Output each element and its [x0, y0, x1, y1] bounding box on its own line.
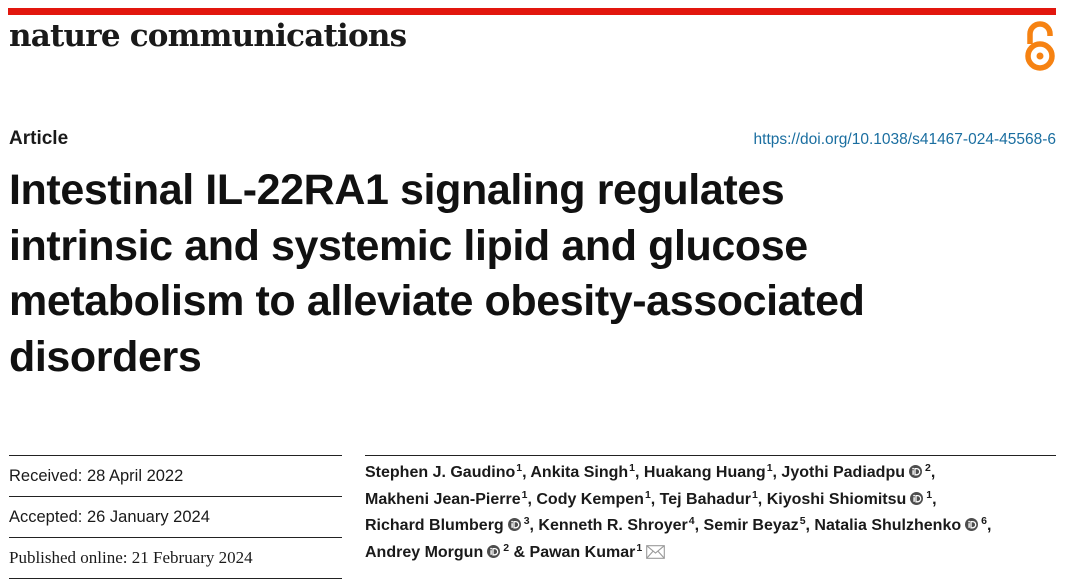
author-name[interactable]: Huakang Huang	[643, 464, 766, 481]
affiliation-number[interactable]: 6	[981, 515, 987, 527]
published-date: Published online: 21 February 2024	[9, 538, 342, 579]
author-name[interactable]: Ankita Singh	[530, 464, 629, 481]
authors-top-rule	[365, 455, 1056, 456]
author-separator: ,	[694, 517, 704, 534]
publication-dates: Received: 28 April 2022 Accepted: 26 Jan…	[9, 456, 342, 579]
author-name[interactable]: Pawan Kumar	[529, 543, 636, 561]
envelope-icon[interactable]	[646, 544, 666, 559]
dates-top-rule	[9, 455, 342, 456]
orcid-icon[interactable]	[487, 544, 501, 558]
author-separator: ,	[930, 464, 936, 481]
orcid-icon[interactable]	[910, 491, 924, 505]
affiliation-number[interactable]: 1	[516, 462, 523, 474]
title-line: Intestinal IL-22RA1 signaling regulates	[9, 166, 785, 214]
journal-name[interactable]: nature communications	[9, 18, 407, 54]
author-name[interactable]: Kiyoshi Shiomitsu	[766, 490, 907, 508]
affiliation-number[interactable]: 5	[799, 515, 806, 527]
author-name[interactable]: Cody Kempen	[536, 490, 644, 508]
affiliation-number[interactable]: 2	[503, 541, 510, 554]
author-separator: ,	[527, 490, 537, 508]
title-line: intrinsic and systemic lipid and glucose	[9, 221, 808, 270]
author-name[interactable]: Semir Beyaz	[703, 517, 799, 534]
affiliation-number[interactable]: 3	[523, 515, 530, 527]
author-name[interactable]: Kenneth R. Shroyer	[538, 517, 688, 534]
affiliation-number[interactable]: 1	[926, 488, 933, 501]
author-separator: ,	[650, 490, 660, 508]
orcid-icon[interactable]	[965, 518, 979, 531]
affiliation-number[interactable]: 1	[636, 541, 643, 554]
received-date: Received: 28 April 2022	[9, 456, 342, 497]
author-separator: ,	[522, 464, 531, 481]
author-separator: ,	[529, 517, 539, 534]
author-name[interactable]: Richard Blumberg	[365, 517, 504, 534]
affiliation-number[interactable]: 1	[629, 462, 635, 474]
author-name[interactable]: Makheni Jean-Pierre	[365, 490, 521, 508]
title-line: disorders	[9, 332, 202, 381]
affiliation-number[interactable]: 1	[521, 488, 528, 501]
author-separator: &	[509, 543, 530, 561]
accepted-date: Accepted: 26 January 2024	[9, 497, 342, 538]
doi-link[interactable]: https://doi.org/10.1038/s41467-024-45568…	[753, 131, 1056, 148]
author-separator: ,	[635, 464, 644, 481]
orcid-icon[interactable]	[909, 465, 922, 478]
article-title: Intestinal IL-22RA1 signaling regulates …	[9, 163, 1069, 385]
affiliation-number[interactable]: 2	[925, 462, 931, 474]
affiliation-number[interactable]: 1	[644, 488, 651, 501]
author-list: Stephen J. Gaudino1, Ankita Singh1, Huak…	[365, 460, 1065, 566]
open-access-lock-icon	[1025, 21, 1055, 71]
author-separator: ,	[986, 517, 992, 534]
title-line: metabolism to alleviate obesity-associat…	[9, 277, 865, 325]
author-separator: ,	[772, 464, 782, 481]
author-name[interactable]: Stephen J. Gaudino	[365, 464, 516, 481]
author-name[interactable]: Jyothi Padiadpu	[781, 464, 905, 481]
author-separator: ,	[805, 517, 815, 534]
author-name[interactable]: Tej Bahadur	[659, 490, 751, 508]
journal-accent-bar	[8, 8, 1056, 15]
author-name[interactable]: Andrey Morgun	[365, 543, 484, 561]
article-type-label: Article	[9, 128, 69, 149]
author-name[interactable]: Natalia Shulzhenko	[814, 517, 962, 534]
author-separator: ,	[757, 490, 767, 508]
affiliation-number[interactable]: 1	[751, 488, 758, 501]
affiliation-number[interactable]: 4	[688, 515, 695, 527]
author-separator: ,	[932, 490, 937, 508]
affiliation-number[interactable]: 1	[766, 462, 773, 474]
orcid-icon[interactable]	[507, 518, 521, 531]
